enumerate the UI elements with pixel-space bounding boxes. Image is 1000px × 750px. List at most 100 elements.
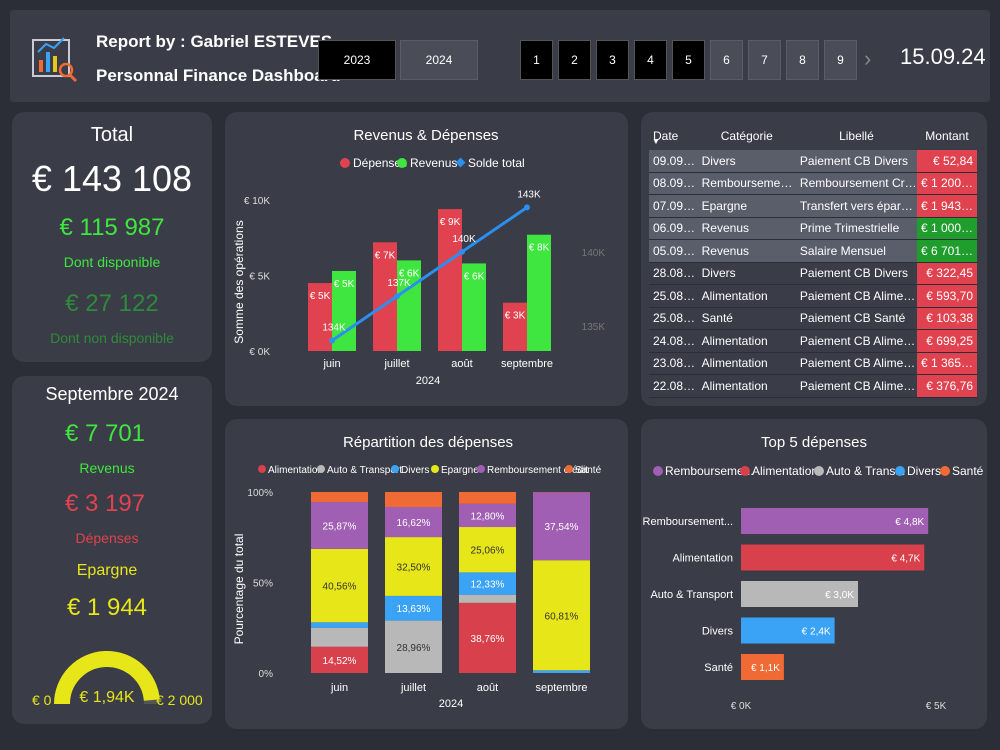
page-button-3[interactable]: 3 <box>596 40 629 80</box>
cell-categorie: Alimentation <box>697 284 796 308</box>
month-depenses-label: Dépenses <box>75 530 139 546</box>
y-tick-label: 0% <box>259 669 274 680</box>
legend-label-auto-trans: Auto & Trans... <box>826 464 905 478</box>
cell-date: 28.08.24 <box>649 262 698 285</box>
page-button-7[interactable]: 7 <box>748 40 781 80</box>
column-header-date[interactable]: Date ▼ <box>652 129 679 146</box>
stack-segment-auto-transport-juillet <box>385 620 442 673</box>
bar-revenus-aout <box>462 263 486 351</box>
solde-data-label: 134K <box>322 323 346 334</box>
x-tick-label-septembre: septembre <box>536 682 588 694</box>
table-row[interactable]: 28.08.24 Divers Paiement CB Divers € 322,45 <box>649 262 977 285</box>
stack-segment-epargne-juillet <box>385 537 442 596</box>
x-tick-label-aout: août <box>477 682 498 694</box>
cell-libelle: Remboursement Crédi... <box>795 172 917 195</box>
table-row[interactable]: 08.09.24 Remboursement ... Remboursement C… <box>649 172 977 195</box>
legend-marker-alimentation <box>258 465 266 473</box>
table-row[interactable]: 25.08.24 Santé Paiement CB Santé € 103,38 <box>649 307 977 330</box>
month-revenus-label: Revenus <box>79 460 135 476</box>
cell-montant: € 699,25 <box>916 329 977 353</box>
table-row[interactable]: 06.09.24 Revenus Prime Trimestrielle € 1 00… <box>649 217 977 240</box>
column-header-libelle[interactable]: Libellé <box>839 129 874 143</box>
revenus-depenses-panel: Revenus & Dépenses Dépenses Revenus Solde … <box>225 112 628 406</box>
legend-label-auto-transport: Auto & Transport <box>327 465 402 476</box>
cell-libelle: Paiement CB Alimentat... <box>795 329 917 353</box>
cell-montant: € 103,38 <box>916 307 977 330</box>
x-tick-label-juillet: juillet <box>400 682 426 694</box>
page-button-9[interactable]: 9 <box>824 40 857 80</box>
legend-label-alimentation: Alimentation <box>268 465 323 476</box>
page-button-6[interactable]: 6 <box>710 40 743 80</box>
month-revenus-value: € 7 701 <box>64 420 146 447</box>
year-button-2023[interactable]: 2023 <box>318 40 396 80</box>
y-tick-label: 100% <box>247 488 273 499</box>
segment-data-label: 25,06% <box>471 546 505 557</box>
unavailable-value: € 27 122 <box>65 290 159 317</box>
segment-data-label: 16,62% <box>397 518 431 529</box>
stack-segment-sante-aout <box>459 492 516 504</box>
year-button-2024[interactable]: 2024 <box>400 40 478 80</box>
transactions-table-container[interactable]: Date ▼ Catégorie Libellé Montant 09.09.24… <box>649 122 977 406</box>
segment-data-label: 32,50% <box>397 562 431 573</box>
revenus-y-axis-label: Somme des opérations <box>232 220 246 343</box>
table-row[interactable]: 07.09.24 Epargne Transfert vers épargne € 1… <box>649 194 977 218</box>
bar-depenses-aout <box>438 209 462 351</box>
legend-label-remboursement-credit: Remboursement crédit <box>487 465 588 476</box>
segment-data-label: 37,54% <box>545 522 579 533</box>
legend-marker-divers <box>391 465 399 473</box>
x-tick-label: € 0K <box>731 701 752 712</box>
bar-data-label: € 5K <box>334 279 355 290</box>
month-epargne-value: € 1 944 <box>66 594 148 621</box>
cell-date: 23.08.24 <box>649 352 698 375</box>
column-header-montant[interactable]: Montant <box>925 129 969 143</box>
solde-total-line <box>331 206 528 342</box>
segment-data-label: 40,56% <box>323 582 357 593</box>
unavailable-label: Dont non disponible <box>50 330 174 346</box>
legend-label-depenses: Dépenses <box>353 156 407 170</box>
bar-alimentation <box>741 544 925 571</box>
bar-auto-transport <box>741 581 858 607</box>
total-title: Total <box>90 124 134 146</box>
bar-depenses-septembre <box>503 302 527 351</box>
header-bar: Report by : Gabriel ESTEVES Personnal Fi… <box>10 10 990 102</box>
page-button-4[interactable]: 4 <box>634 40 667 80</box>
y2-tick-label: 135K <box>582 322 606 333</box>
revenus-chart-title: Revenus & Dépenses <box>353 127 498 144</box>
segment-data-label: 14,52% <box>323 656 357 667</box>
legend-marker-divers <box>895 466 905 476</box>
page-button-8[interactable]: 8 <box>786 40 819 80</box>
stack-segment-sante-juin <box>311 492 368 503</box>
page-button-5[interactable]: 5 <box>672 40 705 80</box>
column-header-categorie[interactable]: Catégorie <box>720 129 773 143</box>
category-label-sante: Santé <box>704 662 733 674</box>
page-button-2[interactable]: 2 <box>558 40 591 80</box>
category-label-divers: Divers <box>702 626 734 638</box>
next-page-arrow-icon[interactable]: › <box>864 46 872 71</box>
cell-libelle: Paiement CB Divers <box>795 262 917 285</box>
repartition-y-axis-label: Pourcentage du total <box>232 534 246 645</box>
segment-data-label: 28,96% <box>397 643 431 654</box>
cell-categorie: Divers <box>697 150 796 173</box>
top5-chart: Top 5 dépenses Rembourseme...Alimentatio… <box>643 434 984 712</box>
cell-montant: € 1 200,00 <box>916 172 977 195</box>
legend-label-rembourseme: Rembourseme... <box>665 464 754 478</box>
bar-divers <box>741 617 835 644</box>
sort-desc-icon[interactable]: ▼ <box>652 137 660 146</box>
legend-label-sante: Santé <box>575 465 602 476</box>
table-row[interactable]: 05.09.24 Revenus Salaire Mensuel € 6 701,36 <box>649 239 977 263</box>
y-tick-label: € 0K <box>249 347 270 358</box>
solde-point-juillet <box>394 293 400 300</box>
stack-segment-epargne-septembre <box>533 560 590 671</box>
table-row[interactable]: 09.09.24 Divers Paiement CB Divers € 52,84 <box>649 150 977 173</box>
stack-segment-remboursement-credit-aout <box>459 503 516 528</box>
top5-chart-title: Top 5 dépenses <box>761 434 867 451</box>
page-button-1[interactable]: 1 <box>520 40 553 80</box>
cell-categorie: Santé <box>697 307 796 330</box>
cell-montant: € 322,45 <box>916 262 977 285</box>
current-date: 15.09.24 <box>900 44 986 69</box>
